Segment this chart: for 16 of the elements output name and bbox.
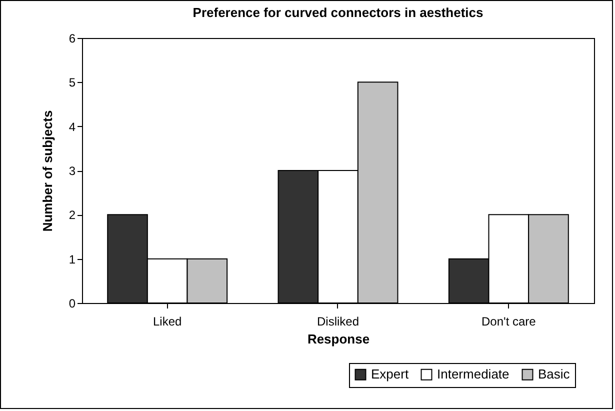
y-tick-label: 2 [68,208,76,222]
legend-label: Intermediate [437,366,510,382]
x-tick-label: Liked [152,314,182,328]
y-tick-label: 6 [68,32,76,46]
legend-label: Expert [371,366,409,382]
y-tick-label: 1 [68,252,76,266]
y-tick-label: 0 [68,296,76,310]
x-axis-title: Response [307,332,370,346]
x-tick-label: Don't care [482,314,536,328]
legend-label: Basic [538,366,570,382]
x-tick-label: Disliked [316,314,360,328]
y-tick-label: 3 [68,164,76,178]
chart-title: Preference for curved connectors in aesthetics [192,5,484,20]
y-axis-title: Number of subjects [40,110,55,232]
y-tick-label: 5 [68,76,76,90]
y-tick-label: 4 [68,120,76,134]
